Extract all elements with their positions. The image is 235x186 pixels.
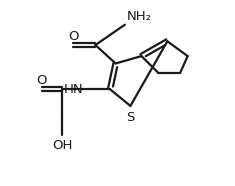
Text: HN: HN — [64, 83, 83, 96]
Text: O: O — [37, 74, 47, 87]
Text: S: S — [126, 110, 135, 124]
Text: O: O — [68, 30, 78, 43]
Text: OH: OH — [52, 139, 72, 152]
Text: NH₂: NH₂ — [127, 10, 152, 23]
